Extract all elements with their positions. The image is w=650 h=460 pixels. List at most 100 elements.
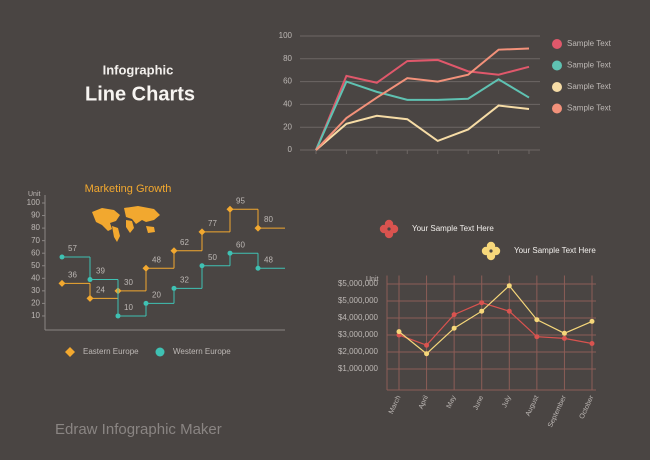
legend-label: Sample Text xyxy=(567,39,612,48)
point xyxy=(142,264,150,272)
point xyxy=(506,283,512,289)
point xyxy=(589,318,595,324)
legend-icon xyxy=(379,219,399,239)
data-label: 95 xyxy=(236,196,245,205)
watermark: Edraw Infographic Maker xyxy=(55,421,222,438)
point xyxy=(534,317,540,323)
point xyxy=(255,265,261,271)
point xyxy=(59,254,65,260)
y-tick-label: $5,000,000 xyxy=(338,279,379,288)
x-tick-label: June xyxy=(472,395,485,412)
data-label: 62 xyxy=(180,238,189,247)
chart-title: Marketing Growth xyxy=(85,183,172,195)
point xyxy=(479,308,485,314)
legend-marker xyxy=(552,82,562,92)
x-tick-label: May xyxy=(446,394,458,409)
legend-label: Western Europe xyxy=(173,347,231,356)
legend-label: Your Sample Text Here xyxy=(514,246,596,255)
y-tick-label: 80 xyxy=(31,223,40,232)
x-tick-label: July xyxy=(501,394,513,409)
legend-marker xyxy=(155,347,165,357)
x-tick-label: September xyxy=(547,394,568,429)
data-label: 57 xyxy=(68,244,77,253)
y-tick-label: 40 xyxy=(31,273,40,282)
series-line xyxy=(315,58,530,151)
petal xyxy=(379,224,389,234)
point xyxy=(451,325,457,331)
y-tick-label: 20 xyxy=(283,122,292,131)
legend-icon xyxy=(481,241,501,261)
y-tick-label: 100 xyxy=(279,31,293,40)
point xyxy=(561,330,567,336)
data-label: 20 xyxy=(152,291,161,300)
point xyxy=(226,205,234,213)
point xyxy=(254,224,262,232)
data-label: 30 xyxy=(124,278,133,287)
y-tick-label: 100 xyxy=(27,198,41,207)
x-tick-label: April xyxy=(418,394,430,410)
y-tick-label: $2,000,000 xyxy=(338,347,379,356)
point xyxy=(534,334,540,340)
petal xyxy=(481,246,491,256)
data-label: 48 xyxy=(264,255,273,264)
point xyxy=(170,247,178,255)
point xyxy=(199,263,205,269)
point xyxy=(171,285,177,291)
title: Infographic xyxy=(103,62,174,77)
series-line xyxy=(315,104,530,151)
y-tick-label: 40 xyxy=(283,100,292,109)
x-tick-label: March xyxy=(388,395,403,416)
point xyxy=(143,300,149,306)
y-tick-label: 90 xyxy=(31,211,40,220)
data-label: 48 xyxy=(152,255,161,264)
legend-label: Sample Text xyxy=(567,82,612,91)
point xyxy=(87,277,93,283)
data-label: 80 xyxy=(264,215,273,224)
petal-center xyxy=(387,227,391,231)
legend-label: Sample Text xyxy=(567,104,612,113)
point xyxy=(86,294,94,302)
x-tick-label: August xyxy=(525,395,541,418)
series-line xyxy=(398,302,593,346)
world-map xyxy=(92,206,160,242)
y-tick-label: 70 xyxy=(31,236,40,245)
series-line xyxy=(315,47,530,151)
legend-label: Sample Text xyxy=(567,61,612,70)
y-tick-label: 20 xyxy=(31,299,40,308)
point xyxy=(506,308,512,314)
legend-label: Your Sample Text Here xyxy=(412,224,494,233)
y-tick-label: 50 xyxy=(31,261,40,270)
y-axis-label: Unit xyxy=(28,191,41,198)
data-label: 77 xyxy=(208,219,217,228)
y-axis-label: Unit xyxy=(366,276,379,283)
legend-label: Eastern Europe xyxy=(83,347,139,356)
y-tick-label: 10 xyxy=(31,311,40,320)
point xyxy=(115,313,121,319)
x-tick-label: October xyxy=(579,394,596,420)
legend-marker xyxy=(552,103,562,114)
point xyxy=(479,300,485,306)
legend-marker xyxy=(552,60,562,71)
point xyxy=(424,342,430,348)
point xyxy=(198,228,206,236)
legend-marker xyxy=(65,347,75,357)
legend-marker xyxy=(552,39,562,49)
y-tick-label: 80 xyxy=(283,54,292,63)
y-tick-label: $1,000,000 xyxy=(338,364,379,373)
y-tick-label: 60 xyxy=(31,248,40,257)
y-tick-label: $3,000,000 xyxy=(338,330,379,339)
data-label: 50 xyxy=(208,253,217,262)
y-tick-label: $4,000,000 xyxy=(338,313,379,322)
data-label: 39 xyxy=(96,267,105,276)
y-tick-label: 60 xyxy=(283,77,292,86)
subtitle: Line Charts xyxy=(85,83,195,105)
point xyxy=(561,335,567,341)
series-line xyxy=(398,284,593,355)
petal-center xyxy=(489,249,493,253)
data-label: 32 xyxy=(180,275,189,284)
data-label: 36 xyxy=(68,270,77,279)
y-tick-label: 30 xyxy=(31,286,40,295)
series-line xyxy=(315,78,530,151)
